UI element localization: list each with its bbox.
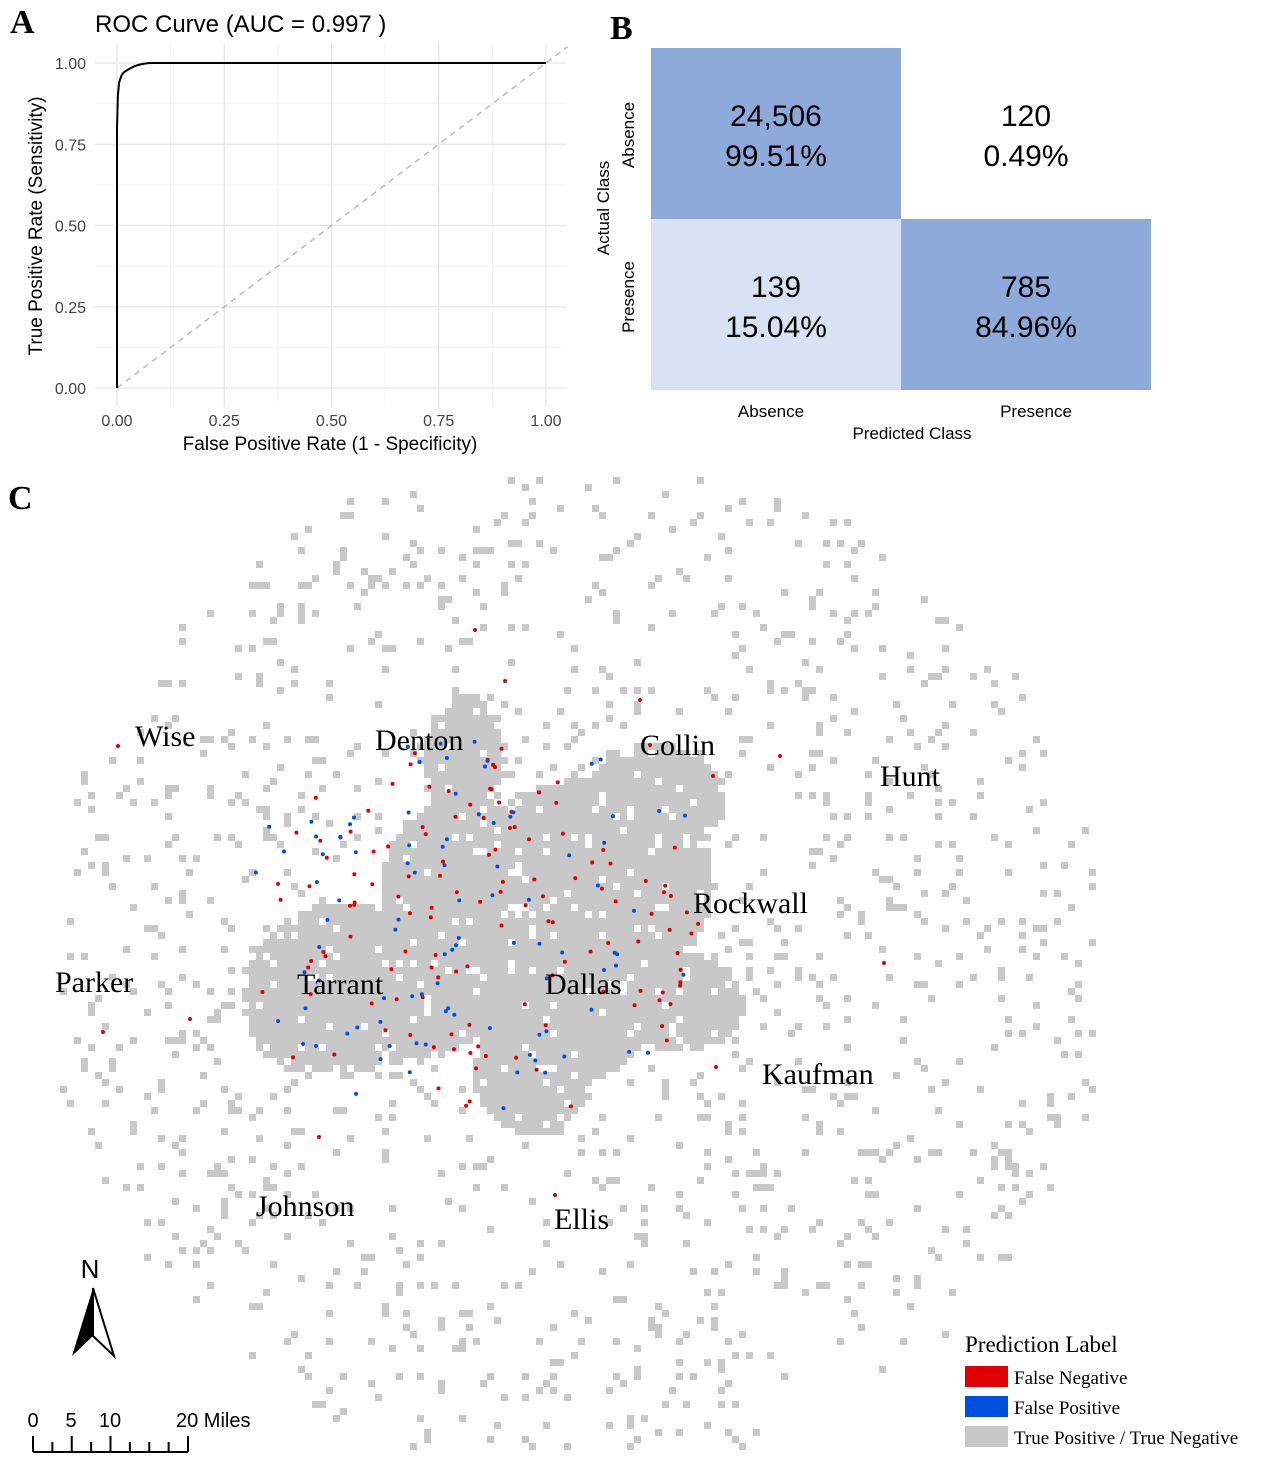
roc-x-tick-labels: 0.00 0.25 0.50 0.75 1.00: [101, 413, 561, 430]
legend-swatch-false-positive: [965, 1396, 1008, 1417]
north-label: N: [81, 1254, 100, 1284]
county-label-ellis: Ellis: [554, 1203, 609, 1236]
roc-x-tick: 0.00: [101, 413, 132, 430]
roc-x-tick: 0.75: [423, 413, 454, 430]
roc-y-tick: 1.00: [55, 56, 86, 73]
legend-label-true: True Positive / True Negative: [1014, 1428, 1238, 1449]
roc-y-tick: 0.75: [55, 137, 86, 154]
county-label-tarrant: Tarrant: [297, 968, 384, 1001]
legend-title: Prediction Label: [965, 1332, 1118, 1357]
matrix-cell-count: 785: [1001, 271, 1051, 304]
matrix-cell: [901, 219, 1151, 390]
roc-curve: [116, 62, 546, 388]
roc-y-tick: 0.50: [55, 219, 86, 236]
roc-y-tick: 0.00: [55, 381, 86, 398]
scale-label-0: 0: [27, 1410, 38, 1432]
legend-label-false-positive: False Positive: [1014, 1398, 1120, 1419]
county-labels: Wise Denton Collin Hunt Rockwall Parker …: [55, 720, 941, 1236]
scale-bar: 0 5 10 20 Miles: [27, 1410, 250, 1453]
roc-x-tick: 0.25: [209, 413, 240, 430]
county-label-parker: Parker: [55, 966, 133, 999]
actual-presence-label: Presence: [619, 261, 638, 333]
matrix-cell-count: 24,506: [730, 100, 822, 133]
matrix-cell-percent: 99.51%: [725, 140, 827, 173]
panel-label-b: B: [610, 10, 633, 47]
roc-series: [116, 46, 568, 389]
panel-label-c: C: [8, 480, 33, 517]
roc-chart: ROC Curve (AUC = 0.997 ) 0.00 0.25 0.50 0.7…: [26, 11, 568, 455]
predicted-absence-label: Absence: [738, 402, 804, 421]
matrix-cell-percent: 84.96%: [975, 311, 1077, 344]
panel-label-a: A: [10, 4, 35, 41]
county-label-wise: Wise: [135, 720, 195, 753]
county-label-kaufman: Kaufman: [762, 1058, 874, 1091]
scale-label-20: 20 Miles: [176, 1410, 250, 1432]
map-background-cells: [60, 477, 1096, 1450]
roc-x-axis-label: False Positive Rate (1 - Specificity): [183, 434, 478, 455]
north-arrow-icon: [72, 1287, 117, 1360]
roc-title: ROC Curve (AUC = 0.997 ): [95, 11, 386, 38]
matrix-cell-count: 120: [1001, 100, 1051, 133]
scale-label-10: 10: [99, 1410, 121, 1432]
legend-label-false-negative: False Negative: [1014, 1368, 1127, 1389]
roc-x-tick: 0.50: [316, 413, 347, 430]
map-legend: Prediction Label False Negative False Po…: [965, 1332, 1238, 1449]
matrix-cell-percent: 0.49%: [983, 140, 1068, 173]
scale-label-5: 5: [65, 1410, 76, 1432]
roc-x-tick: 1.00: [530, 413, 561, 430]
roc-y-tick: 0.25: [55, 300, 86, 317]
confusion-matrix-cells: 24,506 99.51% 120 0.49% 139 15.04% 785 84.96%: [651, 48, 1151, 390]
false-positive-points: [253, 739, 687, 1111]
roc-y-tick-labels: 0.00 0.25 0.50 0.75 1.00: [55, 56, 86, 398]
county-label-rockwall: Rockwall: [693, 887, 808, 920]
county-label-dallas: Dallas: [545, 968, 622, 1001]
roc-y-axis-label: True Positive Rate (Sensitivity): [26, 96, 47, 355]
matrix-cell: [901, 48, 1151, 219]
roc-reference-line: [116, 46, 568, 389]
matrix-cell-percent: 15.04%: [725, 311, 827, 344]
county-label-johnson: Johnson: [256, 1190, 354, 1223]
map-prediction-points: [101, 628, 886, 1197]
legend-swatch-true: [965, 1426, 1008, 1447]
county-label-collin: Collin: [640, 729, 715, 762]
county-label-hunt: Hunt: [880, 760, 941, 793]
predicted-class-label: Predicted Class: [852, 424, 971, 443]
false-negative-points: [101, 628, 886, 1197]
county-label-denton: Denton: [375, 724, 463, 757]
map-cells: [60, 477, 1096, 1450]
matrix-cell: [651, 48, 901, 219]
matrix-cell-count: 139: [751, 271, 801, 304]
actual-absence-label: Absence: [619, 102, 638, 168]
legend-swatch-false-negative: [965, 1366, 1008, 1387]
matrix-cell: [651, 219, 901, 390]
predicted-presence-label: Presence: [1000, 402, 1072, 421]
